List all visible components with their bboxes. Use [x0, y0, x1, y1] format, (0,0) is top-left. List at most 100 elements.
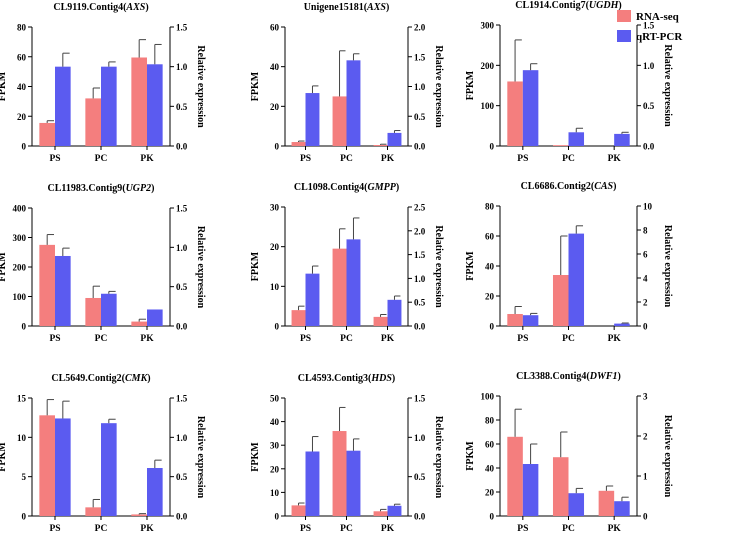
right-tick-label: 2.0 [414, 226, 426, 236]
bar-rna-seq [131, 321, 147, 326]
left-tick-label: 0 [22, 512, 27, 522]
right-tick-label: 1.5 [414, 394, 426, 404]
y-axis-label: FPKM [0, 252, 8, 282]
chart-panel-5: CL1098.Contig4(GMPP) 0 10 20 30 0.0 0.5 1.0 1.5 2… [250, 182, 444, 344]
bar-rna-seq [85, 507, 101, 516]
chart-title: CL11983.Contig9(UGP2) [48, 183, 155, 194]
bar-rna-seq [39, 122, 55, 146]
left-tick-label: 20 [270, 102, 280, 112]
bar-qrt-pcr [101, 66, 117, 146]
left-tick-label: 30 [270, 203, 280, 213]
chart-title: CL3388.Contig4(DWF1) [516, 371, 621, 382]
right-tick-label: 0 [643, 512, 648, 522]
right-tick-label: 0.0 [414, 512, 426, 522]
bar-qrt-pcr [614, 133, 630, 146]
chart-title: CL6686.Contig2(CAS) [521, 181, 617, 192]
chart-title-gene: CAS [594, 181, 613, 192]
y2-axis-label: Relative expression [662, 44, 673, 127]
legend: RNA-seq qRT-PCR [617, 10, 683, 43]
left-tick-label: 40 [485, 464, 495, 474]
right-tick-label: 0.0 [176, 512, 188, 522]
bar-qrt-pcr [147, 309, 163, 326]
x-tick-label: PS [300, 524, 311, 533]
y2-axis-label: Relative expression [662, 225, 673, 308]
bar-rna-seq [332, 431, 347, 516]
chart-title-suffix: ) [147, 373, 150, 384]
left-tick-label: 20 [270, 464, 280, 474]
chart-panel-7: CL5649.Contig2(CMK) 0 5 10 15 0.0 0.5 1.0 1.5 FPK… [0, 373, 206, 533]
chart-title-suffix: ) [386, 2, 389, 13]
chart-panel-3: CL1914.Contig7(UGDH) 0 100 200 300 0.0 0.5 1.0 1… [465, 0, 673, 164]
x-tick-label: PS [49, 524, 60, 533]
chart-title-prefix: CL6686.Contig2( [521, 181, 595, 192]
chart-panel-2: Unigene15181(AXS) 0 20 40 60 0.0 0.5 1.0 1.5 2.0 F… [250, 2, 444, 164]
right-tick-label: 6 [643, 250, 648, 260]
y-axis-label: FPKM [465, 441, 476, 471]
x-tick-label: PK [381, 334, 395, 344]
right-tick-label: 0.0 [176, 142, 188, 152]
chart-title: Unigene15181(AXS) [304, 2, 390, 13]
left-tick-label: 0 [490, 142, 495, 152]
bar-rna-seq [39, 244, 55, 326]
bar-qrt-pcr [522, 464, 539, 516]
bar-rna-seq [39, 415, 55, 516]
x-tick-label: PS [300, 334, 311, 344]
x-tick-label: PC [340, 524, 353, 533]
left-tick-label: 300 [13, 233, 27, 243]
left-tick-label: 5 [22, 472, 27, 482]
bar-qrt-pcr [614, 323, 630, 326]
right-tick-label: 0.5 [414, 298, 426, 308]
right-tick-label: 0.5 [414, 112, 426, 122]
x-tick-label: PS [49, 154, 60, 164]
right-tick-label: 1.5 [176, 394, 188, 404]
y-axis-label: FPKM [465, 70, 476, 100]
chart-title-suffix: ) [618, 0, 621, 11]
bar-rna-seq [373, 145, 388, 146]
bar-rna-seq [598, 490, 615, 516]
right-tick-label: 2.0 [414, 23, 426, 33]
right-tick-label: 1.0 [414, 82, 426, 92]
x-tick-label: PK [140, 334, 154, 344]
right-tick-label: 1.5 [414, 250, 426, 260]
bar-rna-seq [507, 314, 523, 326]
bar-qrt-pcr [55, 418, 71, 516]
bar-qrt-pcr [346, 60, 361, 146]
chart-panel-4: CL11983.Contig9(UGP2) 0 100 200 300 400 0.0 0.5… [0, 183, 206, 344]
bar-qrt-pcr [55, 66, 71, 146]
x-tick-label: PC [340, 154, 353, 164]
chart-panel-1: CL9119.Contig4(AXS) 0 20 40 60 80 0.0 0.5 1.0 1.5… [0, 2, 206, 164]
y-axis-label: FPKM [250, 442, 261, 472]
bar-rna-seq [552, 145, 569, 146]
left-tick-label: 0 [22, 142, 27, 152]
x-tick-label: PC [95, 154, 108, 164]
x-tick-label: PS [517, 524, 528, 533]
chart-title-prefix: CL3388.Contig4( [516, 371, 590, 382]
bar-qrt-pcr [346, 450, 361, 516]
x-tick-label: PS [517, 154, 528, 164]
left-tick-label: 0 [275, 142, 280, 152]
left-tick-label: 50 [270, 394, 280, 404]
x-tick-label: PK [608, 154, 622, 164]
x-tick-label: PK [608, 334, 622, 344]
bar-qrt-pcr [305, 273, 320, 326]
right-tick-label: 0.0 [176, 322, 188, 332]
bar-qrt-pcr [568, 132, 585, 146]
left-tick-label: 20 [17, 112, 27, 122]
bar-qrt-pcr [387, 505, 402, 516]
right-tick-label: 3 [643, 392, 648, 402]
x-tick-label: PC [562, 334, 575, 344]
chart-panel-8: CL4593.Contig3(HDS) 0 10 20 30 40 50 0.0 0.5 1.0 1… [250, 373, 444, 533]
x-tick-label: PC [562, 524, 575, 533]
left-tick-label: 0 [490, 322, 495, 332]
left-tick-label: 30 [270, 441, 280, 451]
left-tick-label: 60 [17, 52, 27, 62]
right-tick-label: 0.0 [414, 142, 426, 152]
x-tick-label: PK [140, 154, 154, 164]
chart-title-suffix: ) [618, 371, 621, 382]
chart-title-prefix: CL9119.Contig4( [53, 2, 127, 13]
bar-qrt-pcr [55, 255, 71, 326]
right-tick-label: 0.5 [643, 101, 655, 111]
x-tick-label: PK [381, 154, 395, 164]
right-tick-label: 1.5 [414, 52, 426, 62]
